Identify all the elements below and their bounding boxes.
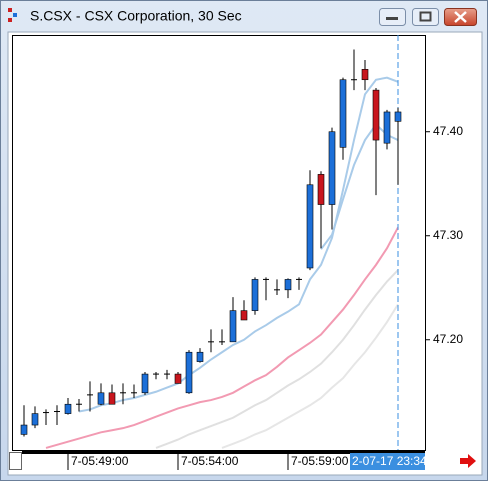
candle-body (284, 279, 292, 291)
candle-body (372, 89, 380, 141)
x-tick-label: 7-05:54:00 (181, 454, 239, 468)
app-icon (8, 8, 12, 12)
cursor-label: 2-07-17 23:34:00 (352, 454, 444, 468)
indicator-line (155, 269, 399, 449)
minimize-icon (386, 17, 398, 20)
y-tick-label: 47.20 (433, 332, 463, 346)
candle-body (196, 351, 204, 362)
candle-body (64, 403, 72, 414)
app-icon (13, 13, 17, 17)
indicator-line (221, 303, 399, 449)
candle-body (383, 111, 391, 144)
candle-body (251, 279, 259, 311)
close-icon (454, 11, 467, 23)
candle-body (306, 184, 314, 269)
x-tick-label: 7-05:49:00 (71, 454, 129, 468)
y-tick-label: 47.40 (433, 124, 463, 138)
x-axis-bar (22, 451, 425, 454)
candle-body (20, 424, 28, 435)
cursor-label-box (350, 453, 425, 470)
scroll-right-arrow[interactable] (460, 454, 476, 468)
candle-body (361, 69, 369, 81)
y-tick-label: 47.30 (433, 228, 463, 242)
scroll-box[interactable] (9, 452, 22, 470)
candle-body (97, 392, 105, 405)
candle-body (229, 310, 237, 343)
candle-body (394, 111, 402, 122)
candle-body (339, 79, 347, 148)
maximize-icon (419, 11, 432, 22)
candle-body (141, 373, 149, 394)
candle-body (185, 351, 193, 394)
candle-body (317, 174, 325, 205)
maximize-button[interactable] (412, 8, 439, 26)
candle-body (328, 131, 336, 205)
candle-body (174, 373, 182, 384)
candle-body (240, 310, 248, 321)
candle-body (31, 413, 39, 426)
window-title: S.CSX - CSX Corporation, 30 Sec (30, 8, 242, 24)
plot-area (12, 35, 426, 451)
indicator-line (78, 76, 399, 413)
indicator-line (45, 226, 399, 449)
x-tick-label: 7-05:59:00 (291, 454, 349, 468)
candle-body (108, 392, 116, 405)
app-icon (8, 18, 12, 22)
